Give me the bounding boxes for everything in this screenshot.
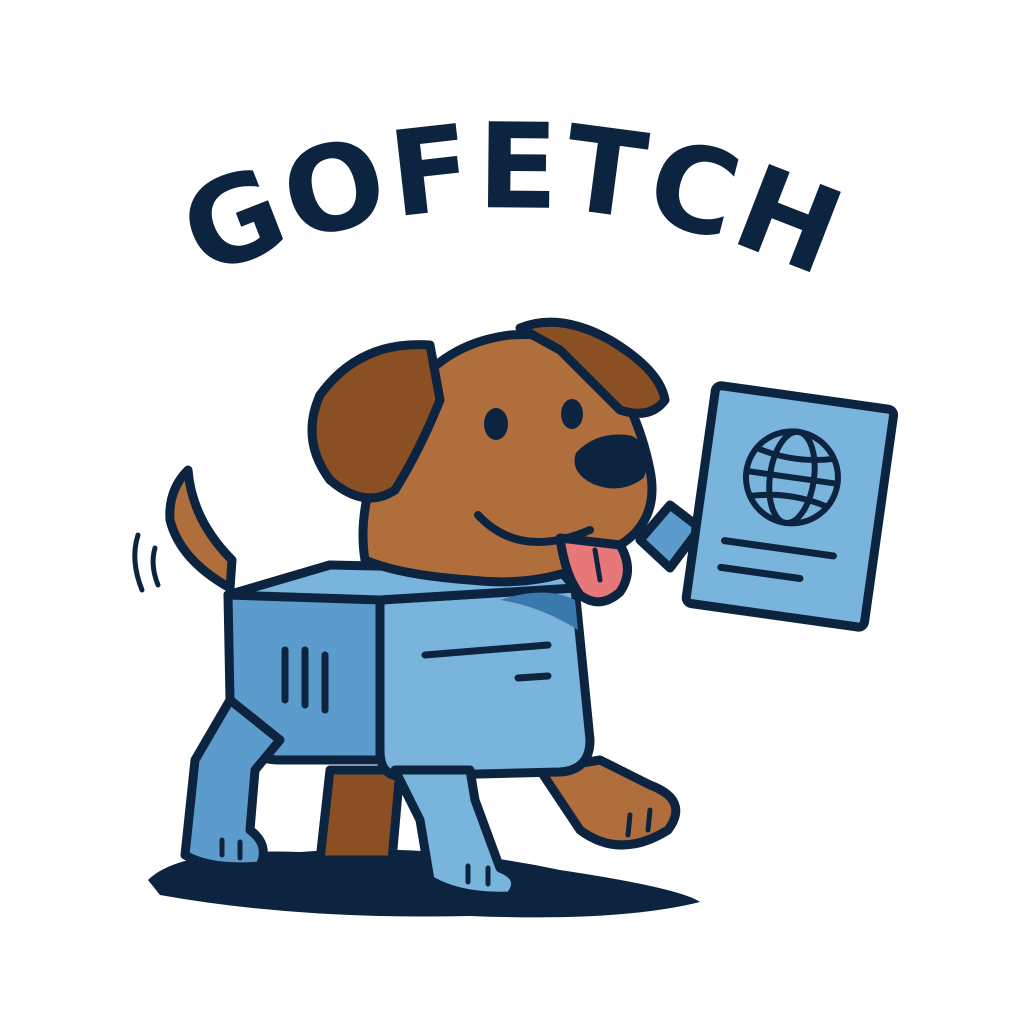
dog-nose [574,434,648,489]
dog-ear-left [307,340,445,503]
box-front [375,583,595,781]
passport-cover [681,381,899,632]
passport-lines [717,537,837,582]
dog-eye-right [561,399,583,429]
wordmark-text: GOFETCH [163,97,859,303]
tail [165,465,237,593]
motion-lines [132,532,161,593]
box-shading [500,592,578,630]
box-vents [281,646,329,714]
dog-tongue [555,533,632,607]
back-leg-brown [315,765,405,865]
ground-shadow [148,849,700,918]
front-leg-blue [390,765,521,901]
globe-icon [742,428,841,527]
wordmark: GOFETCH [163,97,861,303]
front-leg-brown [535,755,681,850]
dog-ear-right [515,317,670,418]
dog-eye-left [484,408,508,440]
dog-carrying-passport-icon [132,317,899,918]
box-label-lines [421,641,552,682]
passport [681,381,899,632]
back-leg-blue [180,695,285,872]
